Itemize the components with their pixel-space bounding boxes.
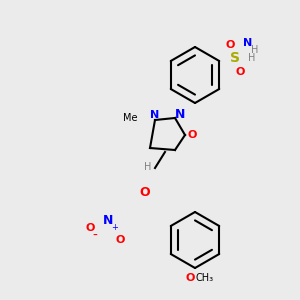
Text: O: O bbox=[85, 223, 95, 233]
Text: O: O bbox=[115, 235, 125, 245]
Text: N: N bbox=[175, 109, 185, 122]
Text: CH₃: CH₃ bbox=[196, 273, 214, 283]
Text: O: O bbox=[185, 273, 195, 283]
Text: O: O bbox=[140, 185, 150, 199]
Text: H: H bbox=[248, 53, 256, 63]
Text: O: O bbox=[225, 40, 235, 50]
Text: Me: Me bbox=[123, 113, 137, 123]
Text: O: O bbox=[235, 67, 245, 77]
Text: H: H bbox=[251, 45, 259, 55]
Text: +: + bbox=[112, 224, 118, 232]
Text: H: H bbox=[144, 162, 152, 172]
Text: O: O bbox=[187, 130, 197, 140]
Text: S: S bbox=[230, 51, 240, 65]
Text: -: - bbox=[93, 229, 98, 243]
Text: N: N bbox=[103, 214, 113, 226]
Text: N: N bbox=[150, 110, 160, 120]
Text: N: N bbox=[243, 38, 253, 48]
